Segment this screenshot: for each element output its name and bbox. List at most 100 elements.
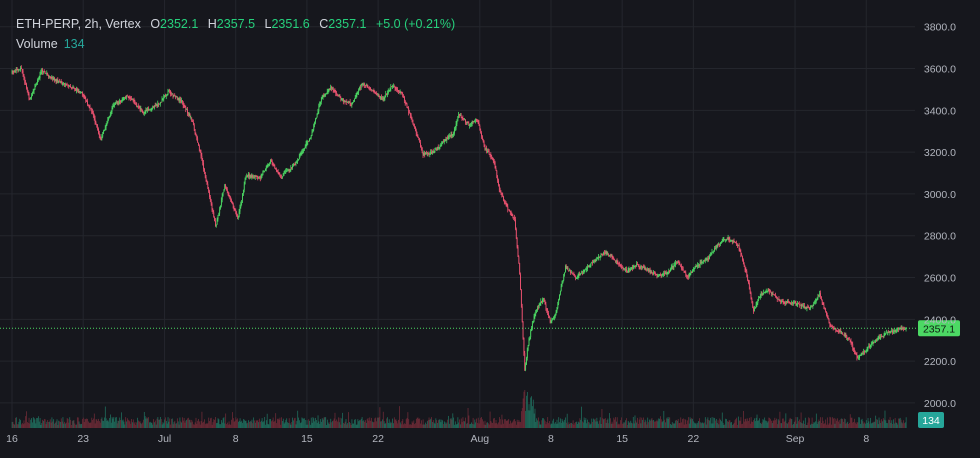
candle-body [735,242,737,244]
candle-body [715,248,716,249]
volume-bar [66,418,68,428]
candle-body [576,277,577,279]
volume-bar [587,419,588,428]
time-axis[interactable]: 16 23 Jul 8 15 22 Aug 8 15 22 Sep 8 [6,433,869,445]
volume-bar [175,423,177,428]
volume-bar [790,418,792,428]
candle-body [90,108,92,110]
candle-body [437,147,439,149]
volume-bar [287,422,288,428]
candle-body [671,265,673,268]
volume-bar [186,419,188,428]
change-value: +5.0 (+0.21%) [375,17,456,31]
volume-bar [164,419,166,428]
volume-label[interactable]: Volume [16,37,58,51]
candle-body [680,264,682,266]
volume-bar [523,391,525,428]
candle-body [230,197,232,201]
volume-bar [484,420,486,428]
volume-bar [854,422,856,428]
volume-bar [189,419,191,428]
volume-bar [787,422,789,428]
candle-body [342,98,344,100]
volume-bar [870,417,871,428]
candle-body [494,162,496,169]
volume-bar [319,423,321,428]
candle-body [696,266,698,268]
volume-bar [603,419,605,428]
volume-bar [618,423,620,428]
candle-body [34,85,36,90]
candle-body [82,91,83,95]
volume-bar [616,417,618,428]
candle-body [831,326,832,328]
volume-bar [375,417,377,428]
volume-bar [34,419,36,428]
candle-body [121,101,122,103]
candle-body [201,155,203,161]
price-axis[interactable]: 3800.03600.03400.03200.03000.02800.02600… [924,22,956,410]
candle-body [886,332,888,334]
volume-bar [221,420,222,428]
candle-body [149,109,151,111]
candle-body [798,303,799,304]
volume-bar [132,422,133,428]
candle-body [102,133,104,137]
volume-bar [760,422,761,428]
candle-body [671,267,672,269]
candle-body [287,170,289,171]
candle-body [238,211,240,217]
candle-body [623,268,625,270]
candle-body [839,330,841,332]
candle-body [738,245,740,250]
volume-bar [432,420,434,428]
volume-bar [453,417,455,428]
volume-bar [801,422,803,428]
candle-body [280,174,282,178]
candle-body [627,270,629,272]
symbol-label[interactable]: ETH-PERP, 2h, Vertex [16,17,141,31]
volume-bar [109,418,110,428]
volume-bar [702,422,704,428]
volume-bar [281,417,282,428]
candle-body [522,321,524,338]
candle-body [459,114,460,116]
candle-body [104,127,106,131]
candle-body [330,87,332,90]
candle-body [723,239,725,241]
candle-body [181,100,182,102]
candle-body [855,354,857,356]
volume-bar [260,420,262,428]
volume-bar [112,418,114,428]
volume-bar [767,421,769,428]
candle-body [143,112,145,114]
volume-bar [488,424,490,428]
volume-bar [215,417,216,428]
candle-body [451,134,453,136]
volume-bar [639,417,641,428]
volume-bar [392,418,394,428]
candle-body [152,106,154,108]
candle-body [329,89,331,91]
volume-bar [796,423,798,428]
candle-body [89,105,91,109]
candle-body [121,100,123,102]
volume-bar [836,420,838,428]
candle-body [360,84,362,88]
volume-bar [878,417,880,428]
candle-body [319,104,321,106]
volume-bar [471,422,472,428]
candle-body [548,313,549,316]
candle-body [236,212,238,216]
volume-bar [27,422,29,428]
candle-body [590,263,592,267]
price-tick-label: 3000.0 [924,189,956,201]
candle-body [681,265,682,269]
candle-body [288,170,290,171]
candle-body [399,92,401,94]
candle-body [744,267,746,271]
candle-body [383,97,385,100]
candle-body [239,206,241,212]
